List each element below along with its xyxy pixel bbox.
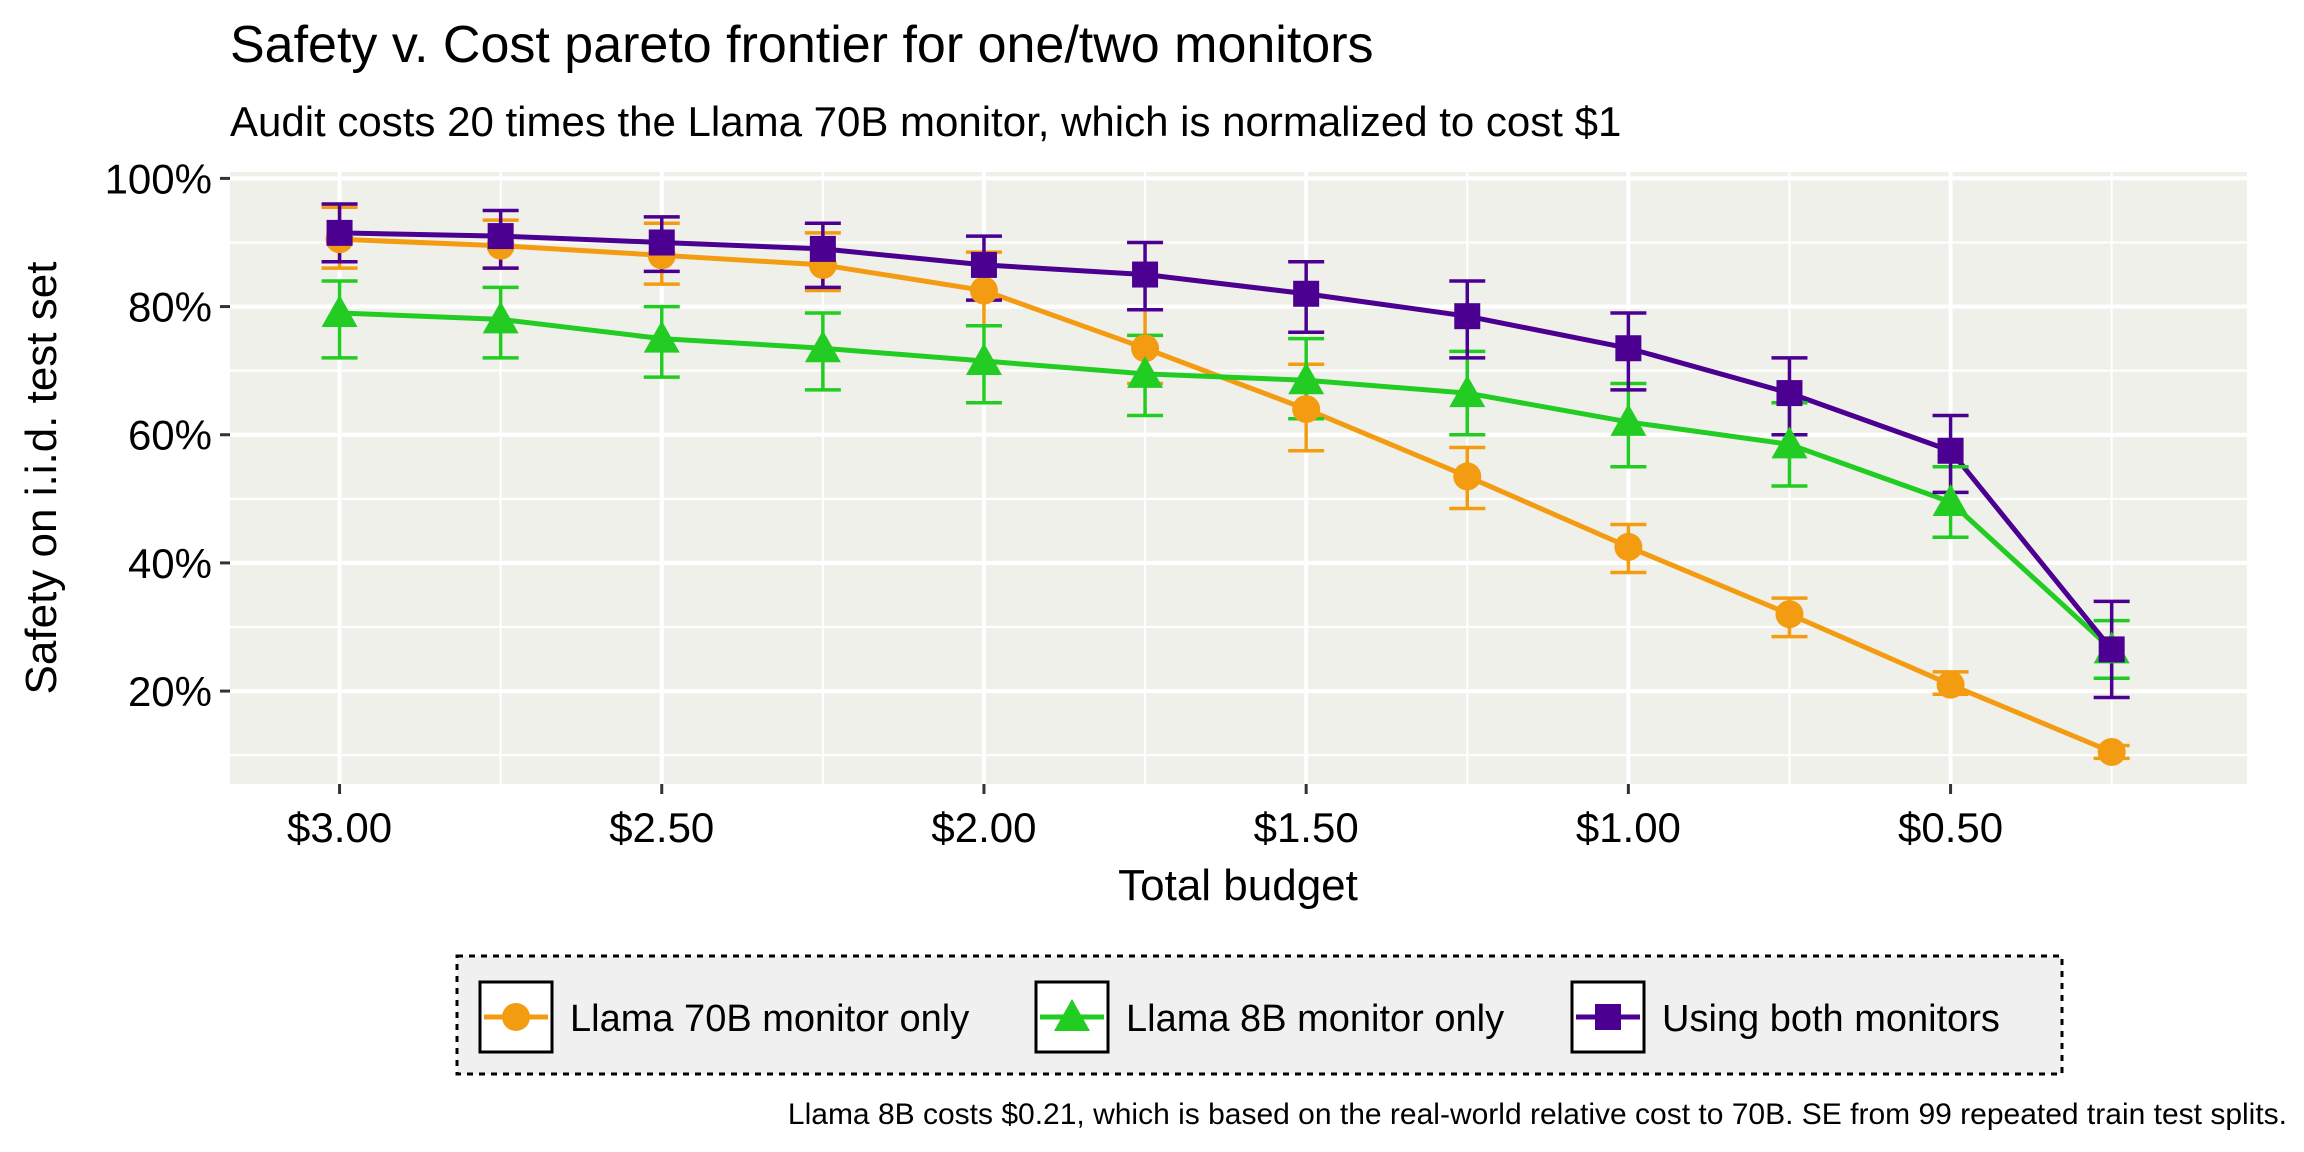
x-tick-label: $2.00: [931, 804, 1036, 851]
legend-item-llama-8b-monitor-only: Llama 8B monitor only: [1034, 980, 1504, 1054]
data-point-using-both-monitors: [1293, 280, 1320, 307]
plot-panel: [230, 172, 2247, 784]
y-tick-label: 60%: [128, 412, 212, 459]
series-lines: [339, 230, 2114, 755]
series-line-llama-8b-monitor-only: [339, 310, 2114, 652]
y-tick-label: 100%: [105, 155, 212, 202]
data-point-llama-70b-monitor-only: [2097, 737, 2126, 766]
x-tick-label: $1.50: [1254, 804, 1359, 851]
y-tick-label: 80%: [128, 284, 212, 331]
series-line-using-both-monitors: [339, 230, 2114, 651]
data-point-llama-70b-monitor-only: [969, 276, 998, 305]
data-point-using-both-monitors: [1132, 261, 1159, 288]
data-point-llama-8b-monitor-only: [1449, 375, 1486, 408]
legend-item-using-both-monitors: Using both monitors: [1570, 980, 2000, 1054]
chart-title: Safety v. Cost pareto frontier for one/t…: [230, 16, 1374, 74]
data-point-llama-70b-monitor-only: [1292, 395, 1321, 424]
legend-marker-llama-70b-monitor-only: [502, 1003, 530, 1031]
data-point-using-both-monitors: [487, 223, 514, 250]
x-axis-title: Total budget: [1118, 861, 1358, 910]
data-point-using-both-monitors: [809, 235, 836, 262]
data-point-llama-8b-monitor-only: [321, 294, 358, 327]
data-point-llama-8b-monitor-only: [482, 301, 519, 334]
x-tick-label: $1.00: [1576, 804, 1681, 851]
chart-caption: Llama 8B costs $0.21, which is based on …: [788, 1098, 2287, 1131]
data-point-llama-8b-monitor-only: [1288, 362, 1325, 395]
data-point-llama-8b-monitor-only: [643, 320, 680, 353]
chart-subtitle: Audit costs 20 times the Llama 70B monit…: [230, 98, 1621, 145]
data-point-llama-70b-monitor-only: [1131, 334, 1160, 363]
axes: $3.00 $2.50 $2.00 $1.50 $1.00 $0.50 20% 40% 60% 8…: [105, 155, 2004, 851]
data-point-using-both-monitors: [970, 251, 997, 278]
legend-marker-llama-8b-monitor-only: [1054, 999, 1090, 1031]
data-point-llama-70b-monitor-only: [1936, 670, 1965, 699]
x-tick-label: $2.50: [609, 804, 714, 851]
legend-item-llama-70b-monitor-only: Llama 70B monitor only: [478, 980, 969, 1054]
data-point-llama-8b-monitor-only: [1610, 403, 1647, 436]
x-tick-label: $3.00: [287, 804, 392, 851]
data-point-using-both-monitors: [1454, 303, 1481, 330]
y-axis-title: Safety on i.i.d. test set: [17, 262, 66, 695]
data-point-using-both-monitors: [2098, 636, 2125, 663]
data-point-llama-8b-monitor-only: [965, 343, 1002, 376]
legend-marker-using-both-monitors: [1595, 1004, 1621, 1030]
legend-box: [455, 954, 2064, 1076]
y-tick-label: 40%: [128, 540, 212, 587]
data-point-using-both-monitors: [1615, 335, 1642, 362]
data-point-using-both-monitors: [1776, 380, 1803, 407]
data-point-llama-8b-monitor-only: [1932, 484, 1969, 517]
x-tick-label: $0.50: [1898, 804, 2003, 851]
data-point-llama-8b-monitor-only: [1771, 426, 1808, 459]
y-tick-label: 20%: [128, 668, 212, 715]
data-point-llama-8b-monitor-only: [804, 330, 841, 363]
data-point-using-both-monitors: [1937, 437, 1964, 464]
legend: Llama 70B monitor only Llama 8B monitor o…: [455, 954, 2064, 1076]
legend-label: Llama 8B monitor only: [1126, 998, 1504, 1040]
legend-label: Llama 70B monitor only: [570, 998, 969, 1040]
series-markers: [321, 219, 2130, 766]
data-point-llama-70b-monitor-only: [1614, 532, 1643, 561]
data-point-using-both-monitors: [326, 219, 353, 246]
data-point-llama-8b-monitor-only: [1127, 355, 1164, 388]
data-point-using-both-monitors: [648, 229, 675, 256]
legend-label: Using both monitors: [1662, 998, 2000, 1040]
data-point-llama-70b-monitor-only: [1453, 462, 1482, 491]
data-point-llama-70b-monitor-only: [1775, 600, 1804, 629]
